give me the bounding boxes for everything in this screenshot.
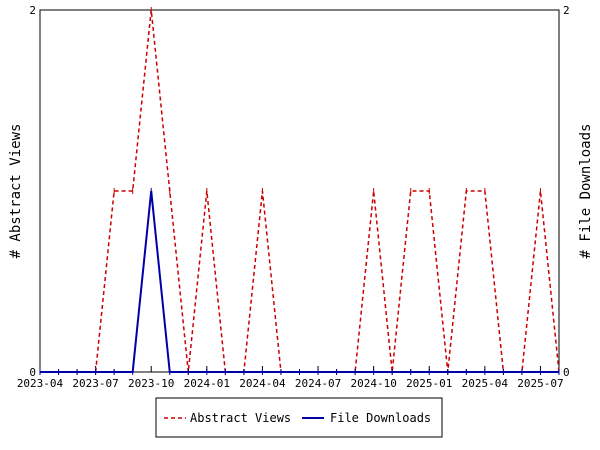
right-y-tick-label-0: 0 — [563, 366, 570, 379]
left-y-tick-label-2: 2 — [29, 4, 36, 17]
x-tick-label-2023-07: 2023-07 — [72, 377, 118, 390]
x-tick-label-2024-04: 2024-04 — [239, 377, 286, 390]
right-y-axis-title: # File Downloads — [578, 124, 594, 259]
series-layer — [39, 7, 560, 375]
x-tick-label-2025-07: 2025-07 — [517, 377, 563, 390]
x-tick-label-2025-01: 2025-01 — [406, 377, 452, 390]
x-tick-label-2023-04: 2023-04 — [17, 377, 64, 390]
legend-label-file-downloads: File Downloads — [330, 411, 431, 425]
legend-label-abstract-views: Abstract Views — [190, 411, 291, 425]
x-tick-label-2024-01: 2024-01 — [184, 377, 230, 390]
right-y-tick-label-2: 2 — [563, 4, 570, 17]
left-y-tick-label-0: 0 — [29, 366, 36, 379]
left-y-axis-title: # Abstract Views — [8, 124, 24, 259]
legend-box — [155, 397, 443, 438]
x-tick-label-2023-10: 2023-10 — [128, 377, 174, 390]
series-line-abstract-views — [40, 9, 560, 373]
x-tick-label-2025-04: 2025-04 — [462, 377, 509, 390]
x-axis: 2023-04 2023-07 2023-10 2024-01 2024-04 2024-… — [17, 366, 564, 390]
x-tick-label-2024-07: 2024-07 — [295, 377, 341, 390]
legend: Abstract Views File Downloads — [155, 397, 443, 438]
x-tick-label-2024-10: 2024-10 — [350, 377, 396, 390]
